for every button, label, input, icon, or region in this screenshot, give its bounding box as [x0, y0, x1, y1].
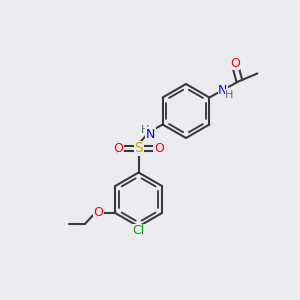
Text: O: O [154, 142, 164, 155]
Text: O: O [230, 56, 240, 70]
Text: S: S [134, 142, 143, 155]
Text: H: H [225, 89, 234, 100]
Text: N: N [218, 83, 228, 97]
Text: N: N [146, 128, 155, 141]
Text: H: H [140, 124, 149, 135]
Text: O: O [114, 142, 124, 155]
Text: O: O [93, 206, 103, 220]
Text: Cl: Cl [133, 224, 145, 238]
